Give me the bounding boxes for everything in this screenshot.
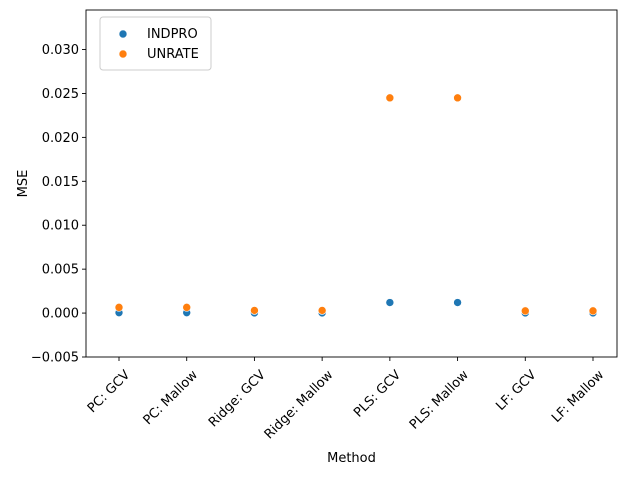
point-unrate-5 xyxy=(453,93,462,103)
y-tick-label: 0.025 xyxy=(42,87,79,102)
point-unrate-6 xyxy=(520,306,530,316)
x-tick-label: PLS: Mallow xyxy=(407,367,472,432)
point-unrate-2 xyxy=(250,306,259,315)
x-tick-label: LF: Mallow xyxy=(549,367,607,425)
y-axis-label: MSE xyxy=(16,170,31,198)
point-unrate-4 xyxy=(385,93,395,103)
legend-label-unrate: UNRATE xyxy=(147,47,199,62)
x-tick-label: Ridge: GCV xyxy=(206,368,269,431)
y-tick-label: 0.020 xyxy=(42,131,79,146)
legend-box xyxy=(99,16,212,71)
legend-marker-unrate xyxy=(118,49,128,59)
legend-label-indpro: INDPRO xyxy=(147,27,198,42)
point-unrate-0 xyxy=(114,303,124,312)
y-tick-label: −0.005 xyxy=(31,351,79,366)
data-points xyxy=(114,93,598,318)
point-unrate-7 xyxy=(588,306,598,316)
x-tick-label: PC: Mallow xyxy=(141,367,202,428)
point-indpro-4 xyxy=(385,298,395,307)
y-tick-label: 0.005 xyxy=(42,263,79,278)
point-unrate-1 xyxy=(182,303,192,312)
x-tick-label: Ridge: Mallow xyxy=(262,367,337,442)
y-tick-label: 0.000 xyxy=(42,307,79,322)
x-tick-label: PC: GCV xyxy=(85,368,133,416)
y-tick-label: 0.010 xyxy=(42,219,79,234)
y-tick-label: 0.015 xyxy=(42,175,79,190)
x-axis-label: Method xyxy=(327,451,376,466)
legend: INDPRO UNRATE xyxy=(99,16,212,71)
point-unrate-3 xyxy=(317,306,327,315)
x-tick-label: PLS: GCV xyxy=(351,368,404,421)
point-indpro-5 xyxy=(453,298,462,307)
legend-marker-indpro xyxy=(118,29,128,39)
y-axis: −0.005 0.000 0.005 0.010 0.015 0.020 0.025 0.03… xyxy=(31,43,86,366)
y-tick-label: 0.030 xyxy=(42,43,79,58)
x-tick-label: LF: GCV xyxy=(493,368,539,414)
